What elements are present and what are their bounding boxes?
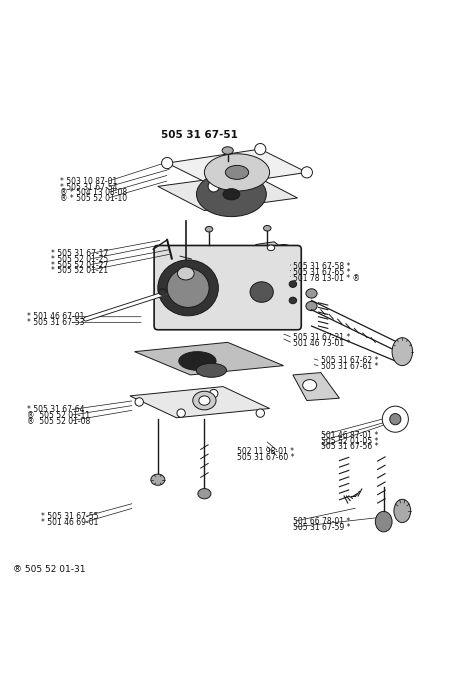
Polygon shape [167, 149, 307, 187]
Ellipse shape [193, 391, 216, 410]
Ellipse shape [204, 154, 270, 191]
Ellipse shape [392, 338, 412, 366]
Ellipse shape [306, 289, 317, 298]
Ellipse shape [151, 474, 165, 485]
Ellipse shape [270, 244, 298, 268]
Ellipse shape [223, 189, 240, 200]
Circle shape [135, 398, 144, 406]
Ellipse shape [289, 297, 297, 304]
Circle shape [210, 389, 218, 398]
Text: * 505 31 67-55: * 505 31 67-55 [41, 512, 99, 521]
Text: 505 31 67-56 *: 505 31 67-56 * [321, 442, 378, 451]
Text: 501 46 87-01 *: 501 46 87-01 * [321, 431, 378, 440]
Text: 505 31 67-61 *: 505 31 67-61 * [321, 362, 378, 371]
Text: * 505 31 67-64: * 505 31 67-64 [27, 405, 85, 414]
Text: * 505 31 67-54: * 505 31 67-54 [60, 183, 118, 192]
Text: 505 31 67-21 *: 505 31 67-21 * [293, 333, 350, 342]
Text: 505 31 67-59 *: 505 31 67-59 * [293, 523, 350, 532]
Circle shape [162, 158, 173, 169]
Ellipse shape [167, 269, 209, 307]
Circle shape [301, 167, 312, 178]
Text: 501 46 73-01 *: 501 46 73-01 * [293, 339, 350, 348]
Ellipse shape [179, 352, 216, 371]
Polygon shape [255, 242, 283, 252]
Text: 505 31 67-62 *: 505 31 67-62 * [321, 357, 378, 366]
Circle shape [255, 144, 266, 155]
Polygon shape [135, 342, 283, 375]
Text: * 505 31 67-53: * 505 31 67-53 [27, 318, 85, 327]
Ellipse shape [390, 414, 401, 425]
Ellipse shape [177, 267, 194, 280]
Text: ®  505 52 01-08: ® 505 52 01-08 [27, 416, 91, 425]
Ellipse shape [289, 281, 297, 287]
Text: * 505 52 01-27: * 505 52 01-27 [51, 260, 108, 269]
Circle shape [256, 409, 264, 417]
Text: * 505 31 67-17: * 505 31 67-17 [51, 249, 108, 258]
Ellipse shape [306, 301, 317, 311]
FancyBboxPatch shape [154, 246, 301, 330]
Ellipse shape [267, 245, 275, 251]
Ellipse shape [196, 363, 227, 378]
Ellipse shape [394, 499, 410, 523]
Circle shape [177, 409, 185, 417]
Ellipse shape [383, 406, 409, 432]
Text: * 503 10 87-01: * 503 10 87-01 [60, 177, 117, 186]
Ellipse shape [159, 289, 166, 296]
Text: 505 31 67-65 *: 505 31 67-65 * [293, 268, 350, 277]
Text: * 501 46 67-01: * 501 46 67-01 [27, 312, 85, 321]
Ellipse shape [158, 260, 219, 316]
Polygon shape [130, 387, 270, 418]
Text: * 501 46 69-01: * 501 46 69-01 [41, 518, 99, 527]
Text: ®  505 52 01-11: ® 505 52 01-11 [27, 411, 91, 420]
Text: 505 31 67-58 *: 505 31 67-58 * [293, 262, 350, 271]
Text: * 505 52 01-21: * 505 52 01-21 [51, 266, 108, 275]
Text: 502 11 98-01 *: 502 11 98-01 * [237, 447, 294, 456]
Text: 505 52 01-05 *: 505 52 01-05 * [321, 437, 378, 446]
Ellipse shape [250, 282, 273, 303]
Polygon shape [158, 174, 298, 210]
Text: ® 505 52 01-31: ® 505 52 01-31 [13, 565, 86, 574]
Ellipse shape [225, 165, 249, 179]
Text: ® * 505 52 01-10: ® * 505 52 01-10 [60, 194, 127, 203]
Circle shape [208, 180, 219, 192]
Text: * 505 52 01-25: * 505 52 01-25 [51, 255, 108, 264]
Ellipse shape [303, 380, 317, 391]
Ellipse shape [266, 263, 301, 282]
Text: 505 31 67-60 *: 505 31 67-60 * [237, 453, 294, 462]
Ellipse shape [264, 226, 271, 231]
Text: ® * 504 13 08-08: ® * 504 13 08-08 [60, 188, 127, 197]
Text: 501 66 78-01 *: 501 66 78-01 * [293, 517, 350, 526]
Ellipse shape [199, 396, 210, 405]
Ellipse shape [197, 172, 266, 217]
Text: 501 78 13-01 * ®: 501 78 13-01 * ® [293, 273, 360, 282]
Polygon shape [293, 373, 339, 400]
Ellipse shape [375, 511, 392, 532]
Ellipse shape [205, 226, 213, 232]
Ellipse shape [222, 146, 233, 154]
Ellipse shape [198, 489, 211, 499]
Text: 505 31 67-51: 505 31 67-51 [161, 130, 238, 140]
